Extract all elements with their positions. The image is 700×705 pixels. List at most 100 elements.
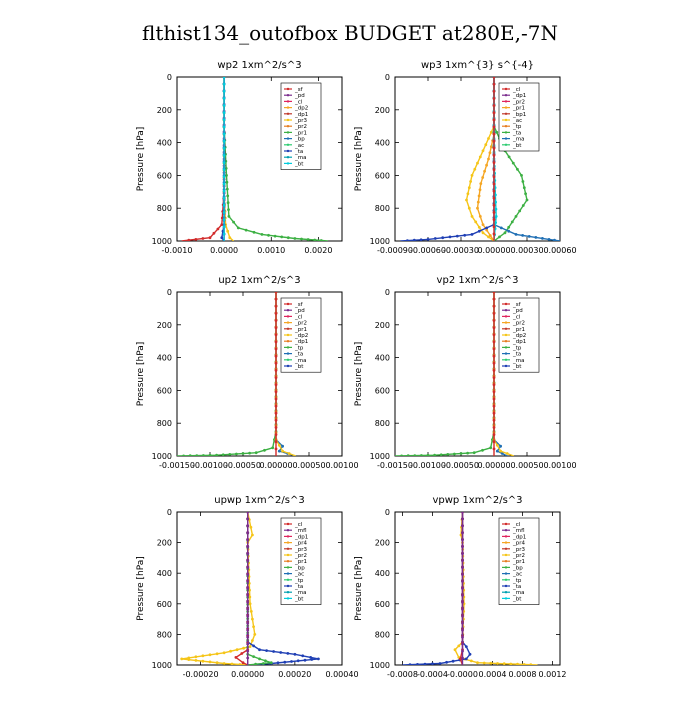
x-tick-label: -0.00060 xyxy=(410,246,446,255)
legend-entry: _cl xyxy=(294,99,303,105)
y-axis-label: Pressure [hPa] xyxy=(354,342,364,407)
y-tick-label: 0 xyxy=(167,508,172,517)
series-marker xyxy=(215,453,218,456)
series-marker xyxy=(248,645,252,648)
series-marker xyxy=(264,659,267,663)
series-marker xyxy=(516,167,519,171)
series-marker xyxy=(511,161,515,165)
series-marker xyxy=(246,531,250,535)
series-marker xyxy=(277,443,281,447)
series-marker xyxy=(274,292,278,294)
series-marker xyxy=(274,319,278,322)
series-marker xyxy=(494,215,498,218)
series-marker xyxy=(274,433,278,436)
y-tick-label: 400 xyxy=(375,139,390,148)
series-marker xyxy=(433,453,436,456)
y-axis-label: Pressure [hPa] xyxy=(354,127,364,192)
legend-entry: _ma xyxy=(512,358,524,364)
series-marker xyxy=(470,215,474,218)
series-marker xyxy=(246,628,250,632)
series-marker xyxy=(252,655,256,658)
panel-title: wp2 1xm^2/s^3 xyxy=(217,60,301,71)
series-marker xyxy=(222,82,226,86)
legend-marker xyxy=(504,541,508,544)
series-marker xyxy=(254,451,258,455)
legend-entry: _pr1 xyxy=(294,559,307,565)
series-marker xyxy=(246,552,250,556)
series-marker xyxy=(468,652,472,656)
series-marker xyxy=(492,397,496,401)
series-marker xyxy=(467,206,471,210)
series-marker xyxy=(485,228,489,232)
y-tick-label: 600 xyxy=(375,600,390,609)
series-marker xyxy=(222,203,226,207)
series-marker xyxy=(477,229,481,233)
series-group xyxy=(400,77,560,241)
series-marker xyxy=(461,594,464,597)
legend-marker xyxy=(286,340,290,343)
legend-entry: _dp1 xyxy=(512,93,526,99)
legend-entry: _ta xyxy=(512,352,521,358)
series-marker xyxy=(461,628,464,632)
y-tick-label: 200 xyxy=(157,321,172,330)
legend-entry: _ac xyxy=(294,572,304,578)
series-marker xyxy=(492,340,496,344)
y-tick-label: 1000 xyxy=(370,661,390,670)
legend-entry: _ta xyxy=(512,130,521,136)
legend-marker xyxy=(286,112,290,116)
legend-marker xyxy=(286,137,290,140)
y-tick-label: 600 xyxy=(157,386,172,395)
legend-marker xyxy=(286,327,290,330)
legend-marker xyxy=(286,143,290,146)
series-marker xyxy=(212,231,216,235)
series-marker xyxy=(226,201,230,205)
series-marker xyxy=(496,662,499,665)
series-marker xyxy=(525,198,529,202)
series-marker xyxy=(481,223,485,227)
series-marker xyxy=(476,661,479,665)
chart-panel-6: vpwp 1xm^2/s^3 Pressure [hPa] 0 200 400 600 80… xyxy=(354,495,567,679)
series-marker xyxy=(492,196,496,200)
series-marker xyxy=(274,397,278,401)
y-tick-label: 800 xyxy=(375,204,390,213)
x-tick-label: -0.0010 xyxy=(162,246,193,255)
plot-frame xyxy=(176,511,343,666)
series-marker xyxy=(246,608,250,611)
series-marker xyxy=(494,207,498,211)
y-tick-label: 0 xyxy=(167,73,172,82)
series-marker xyxy=(492,175,496,179)
y-tick-label: 200 xyxy=(375,321,390,330)
legend-entry: _dp2 xyxy=(294,106,308,112)
series-marker xyxy=(246,594,250,597)
x-tick-label: 0.0000 xyxy=(210,246,238,255)
series-marker xyxy=(461,621,464,625)
legend-marker xyxy=(286,529,290,532)
series-marker xyxy=(492,390,496,394)
series-marker xyxy=(477,194,481,198)
series-marker xyxy=(293,652,297,656)
series-marker xyxy=(263,448,266,452)
series-marker xyxy=(441,236,445,240)
series-group xyxy=(181,77,328,241)
series-marker xyxy=(313,238,317,241)
legend-marker xyxy=(286,118,290,122)
series-marker xyxy=(494,200,497,204)
series-marker xyxy=(481,231,485,235)
x-tick-label: -0.00100 xyxy=(410,461,446,470)
series-marker xyxy=(227,215,231,218)
series-marker xyxy=(248,451,252,455)
series-marker xyxy=(246,524,250,528)
series-marker xyxy=(461,566,464,569)
series-marker xyxy=(222,132,226,136)
series-marker xyxy=(433,237,437,240)
legend-entry: _bt xyxy=(294,596,304,602)
series-marker xyxy=(461,587,464,590)
y-tick-label: 200 xyxy=(375,539,390,548)
series-marker xyxy=(461,559,464,563)
series-marker xyxy=(222,97,226,100)
legend-marker xyxy=(286,346,290,349)
series-marker xyxy=(281,444,284,448)
legend-marker xyxy=(504,87,508,91)
series-marker xyxy=(208,653,212,657)
series-marker xyxy=(499,226,503,230)
